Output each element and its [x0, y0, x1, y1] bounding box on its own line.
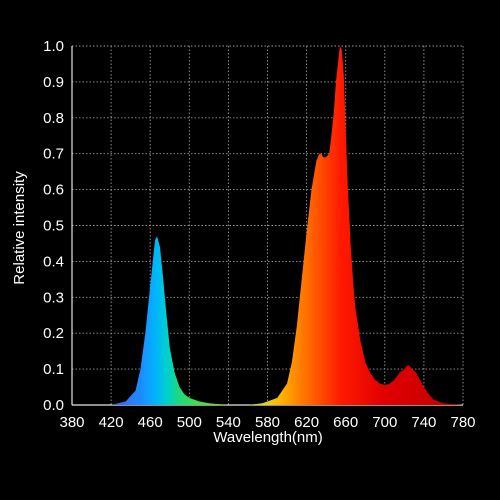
y-axis-title: Relative intensity — [11, 171, 28, 285]
y-tick-labels: 0.0 0.1 0.2 0.3 0.4 0.5 0.6 0.7 0.8 0.9 1.0 — [43, 38, 64, 414]
x-tick-label: 660 — [333, 414, 358, 431]
x-tick-label: 380 — [59, 414, 84, 431]
y-tick-label: 0.0 — [43, 397, 64, 414]
y-tick-label: 0.1 — [43, 361, 64, 378]
x-axis-title: Wavelength(nm) — [213, 429, 322, 446]
y-tick-label: 0.4 — [43, 253, 64, 270]
y-tick-label: 0.7 — [43, 146, 64, 163]
y-tick-label: 0.6 — [43, 182, 64, 199]
x-tick-label: 500 — [177, 414, 202, 431]
x-tick-label: 460 — [138, 414, 163, 431]
x-tick-label: 540 — [216, 414, 241, 431]
y-tick-label: 0.9 — [43, 74, 64, 91]
x-tick-label: 620 — [294, 414, 319, 431]
x-tick-label: 700 — [372, 414, 397, 431]
x-tick-label: 740 — [411, 414, 436, 431]
x-tick-label: 580 — [255, 414, 280, 431]
y-tick-label: 0.8 — [43, 110, 64, 127]
y-tick-label: 0.2 — [43, 325, 64, 342]
y-tick-label: 0.5 — [43, 218, 64, 235]
grid — [71, 45, 464, 406]
x-tick-labels: 380 420 460 500 540 580 620 660 700 740 780 — [59, 414, 475, 431]
y-tick-label: 1.0 — [43, 38, 64, 55]
y-tick-label: 0.3 — [43, 289, 64, 306]
x-tick-label: 780 — [450, 414, 475, 431]
x-tick-label: 420 — [99, 414, 124, 431]
